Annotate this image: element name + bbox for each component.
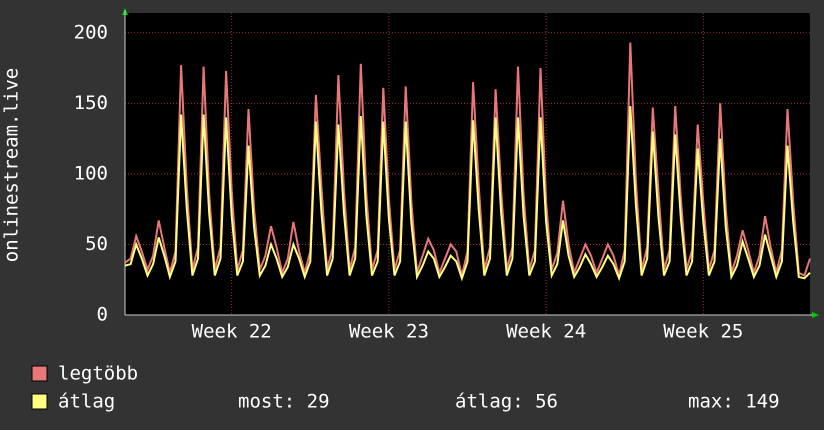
y-tick-label: 200 — [74, 21, 108, 43]
x-tick-label: Week 23 — [349, 321, 429, 343]
legend-label: átlag — [58, 391, 115, 413]
series-line — [124, 106, 811, 282]
axis-arrow — [812, 312, 819, 318]
stat-label: max: 149 — [688, 391, 780, 413]
legend-label: legtöbb — [58, 363, 138, 385]
y-tick-label: 0 — [97, 304, 108, 326]
legend-swatch — [31, 365, 48, 382]
legend-swatch — [31, 393, 48, 410]
x-tick-label: Week 25 — [663, 321, 743, 343]
y-tick-label: 50 — [85, 233, 108, 255]
y-axis-label: onlinestream.live — [1, 68, 23, 262]
stat-label: most: 29 — [238, 391, 330, 413]
y-tick-label: 100 — [74, 162, 108, 184]
x-tick-label: Week 24 — [506, 321, 586, 343]
y-tick-label: 150 — [74, 92, 108, 114]
x-tick-label: Week 22 — [192, 321, 272, 343]
stat-label: átlag: 56 — [455, 391, 558, 413]
